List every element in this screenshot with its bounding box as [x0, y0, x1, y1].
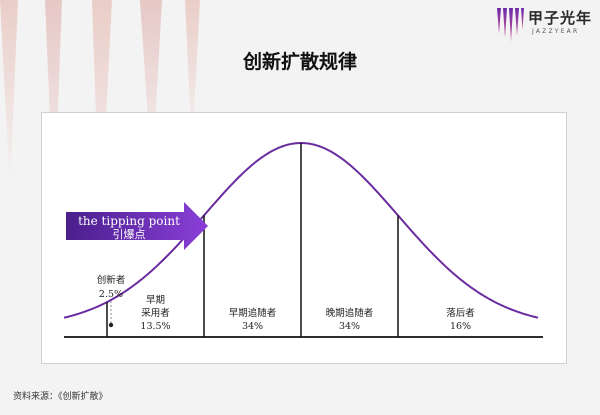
segment-label-innovators: 创新者	[97, 274, 126, 286]
segment-percent-late-majority: 34%	[339, 321, 360, 332]
tipping-point-label-en: the tipping point	[78, 214, 180, 228]
brand-logo-text: 甲子光年	[528, 9, 593, 27]
segment-percent-early-majority: 34%	[242, 321, 263, 332]
segment-label-laggards: 落后者	[446, 307, 475, 319]
brand-logo-subtext: JAZZYEAR	[532, 28, 580, 35]
tipping-point-arrow	[66, 202, 208, 250]
segment-label-late-majority: 晚期追随者	[326, 307, 374, 319]
segment-percent-innovators: 2.5%	[99, 289, 123, 300]
segment-label-early-adopters-line1: 早期	[146, 295, 165, 306]
segment-label-early-majority: 早期追随者	[229, 307, 277, 319]
segment-percent-early-adopters: 13.5%	[140, 321, 170, 332]
tipping-point-label-zh: 引爆点	[113, 227, 146, 241]
segment-label-early-adopters-line2: 采用者	[141, 308, 170, 319]
source-note: 资料来源：《创新扩散》	[13, 392, 108, 402]
brand-logo-mark	[497, 8, 524, 42]
page-title: 创新扩散规律	[242, 51, 357, 73]
chart-panel: the tipping point 引爆点 创新者 2.5% 早期 采用者 13…	[41, 112, 567, 364]
innovators-marker	[108, 322, 114, 328]
segment-percent-laggards: 16%	[450, 321, 471, 332]
diffusion-chart: the tipping point 引爆点 创新者 2.5% 早期 采用者 13…	[63, 142, 543, 338]
